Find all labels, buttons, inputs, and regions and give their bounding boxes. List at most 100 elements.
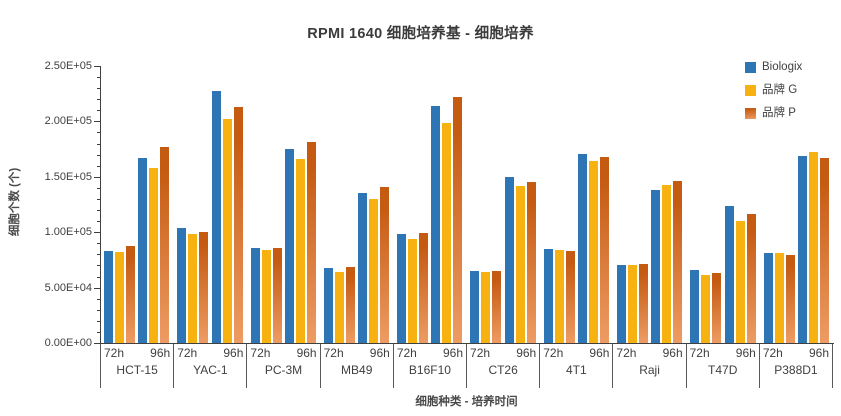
time-label: 72h — [616, 346, 637, 360]
y-tick-label: 2.50E+05 — [44, 60, 92, 72]
bar — [481, 272, 491, 343]
y-major-tick — [94, 176, 100, 178]
y-major-tick — [94, 343, 100, 344]
bar — [763, 253, 773, 343]
time-label: 96h — [662, 346, 683, 360]
bar-group — [617, 66, 649, 343]
category-label: 4T1 — [565, 363, 587, 377]
x-category-cell: 72h 96h Raji — [612, 344, 685, 388]
time-labels: 72h 96h — [467, 344, 539, 360]
y-minor-tick — [97, 77, 100, 79]
y-minor-tick — [97, 254, 100, 256]
y-tick-label: 1.50E+05 — [44, 170, 92, 183]
x-category-cell: 72h 96h HCT-15 — [100, 344, 173, 388]
bar — [104, 251, 113, 343]
time-label: 96h — [150, 346, 171, 360]
category-group — [760, 66, 833, 343]
bar — [211, 91, 221, 343]
bar — [651, 190, 661, 343]
bar — [504, 176, 514, 343]
bar — [712, 273, 722, 343]
y-major-tick — [94, 66, 100, 67]
bar — [188, 234, 198, 343]
bar — [442, 122, 452, 343]
bar — [470, 270, 480, 343]
x-category-cell: 72h 96h MB49 — [319, 344, 393, 388]
bar — [639, 264, 649, 343]
bar — [369, 198, 379, 343]
bar — [250, 247, 260, 343]
bar — [785, 255, 795, 343]
plot-area — [100, 66, 833, 343]
y-minor-tick — [97, 143, 100, 145]
time-label: 72h — [689, 346, 710, 360]
bar — [735, 221, 745, 343]
bar — [115, 252, 124, 343]
bar — [565, 251, 575, 343]
y-minor-tick — [97, 309, 100, 311]
y-major-tick — [94, 121, 100, 123]
x-category-cell: 72h 96h T47D — [685, 344, 759, 388]
time-label: 72h — [177, 346, 198, 360]
time-label: 96h — [442, 346, 464, 360]
bar-group — [138, 66, 170, 343]
bar — [419, 233, 429, 343]
y-minor-tick — [97, 88, 100, 90]
time-labels: 72h 96h — [687, 344, 759, 360]
time-label: 72h — [543, 346, 564, 360]
category-group — [540, 66, 613, 343]
bar — [431, 105, 441, 343]
bar — [397, 234, 407, 343]
legend-swatch — [745, 107, 756, 119]
time-label: 96h — [589, 346, 610, 360]
bar — [380, 186, 390, 343]
y-minor-tick — [97, 298, 100, 300]
time-label: 96h — [223, 346, 244, 360]
legend-swatch — [745, 61, 756, 73]
time-labels: 72h 96h — [101, 344, 173, 360]
time-label: 72h — [396, 346, 417, 360]
category-label: Raji — [639, 363, 660, 377]
category-group — [100, 66, 173, 343]
bar-group — [578, 66, 610, 343]
y-minor-tick — [97, 331, 100, 333]
bar-group — [284, 66, 316, 343]
y-minor-tick — [97, 110, 100, 112]
bar — [261, 249, 271, 343]
category-group — [466, 66, 539, 343]
y-minor-tick — [97, 276, 100, 278]
bar — [808, 152, 818, 343]
chart-title: RPMI 1640 细胞培养基 - 细胞培养 — [307, 26, 534, 42]
bar-group — [724, 66, 756, 343]
bar — [149, 167, 159, 343]
time-labels: 72h 96h — [394, 344, 466, 360]
bar — [453, 97, 463, 343]
category-group — [393, 66, 466, 343]
time-label: 72h — [250, 346, 271, 360]
bar — [492, 270, 502, 343]
time-label: 96h — [369, 346, 390, 360]
bar — [345, 266, 355, 343]
bar — [600, 156, 610, 343]
category-group — [613, 66, 686, 343]
bar — [554, 249, 564, 343]
category-label: P388D1 — [774, 363, 818, 377]
bar — [284, 149, 294, 343]
category-label: MB49 — [341, 363, 373, 377]
bar — [819, 157, 829, 343]
bar — [272, 247, 282, 343]
bar — [334, 272, 344, 343]
category-group — [173, 66, 246, 343]
bar-group — [543, 66, 575, 343]
bar — [306, 142, 316, 343]
bar — [515, 185, 525, 343]
bar — [774, 253, 784, 343]
y-minor-tick — [97, 99, 100, 101]
bar — [199, 232, 209, 343]
bar — [160, 146, 170, 343]
time-label: 72h — [104, 346, 125, 360]
legend-swatch — [745, 84, 756, 96]
y-minor-tick — [97, 320, 100, 322]
bar-group — [763, 66, 795, 343]
